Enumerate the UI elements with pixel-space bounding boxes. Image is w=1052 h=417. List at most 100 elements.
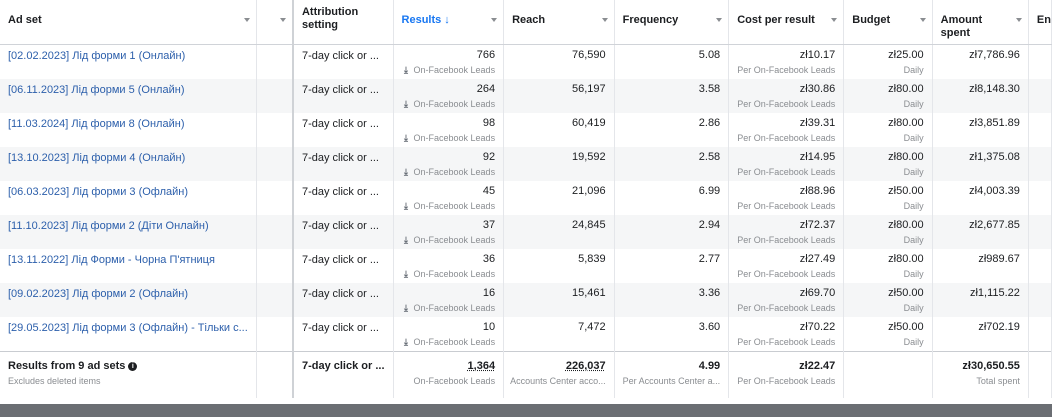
- attribution-cell: 7-day click or ...: [292, 215, 394, 249]
- ad-set-name-cell[interactable]: [11.10.2023] Лід форми 2 (Діти Онлайн): [0, 215, 257, 249]
- table-row[interactable]: [29.05.2023] Лід форми 3 (Офлайн) - Тіль…: [0, 317, 1052, 352]
- header-row: Ad set Attribution setting Results ↓ Rea…: [0, 0, 1052, 45]
- amount-spent-cell: zł989.67: [932, 249, 1029, 283]
- download-icon: ⤓: [404, 133, 408, 143]
- results-cell: 45 ⤓ On-Facebook Leads: [393, 181, 505, 215]
- frequency-cell: 6.99: [614, 181, 730, 215]
- ad-set-link[interactable]: [13.10.2023] Лід форми 4 (Онлайн): [8, 152, 186, 164]
- download-icon: ⤓: [404, 167, 408, 177]
- amount-spent-cell: zł3,851.89: [932, 113, 1029, 147]
- chevron-down-icon[interactable]: [601, 18, 608, 22]
- budget-cell[interactable]: zł80.00 Daily: [843, 249, 933, 283]
- column-header-blank[interactable]: [256, 0, 294, 45]
- budget-cell[interactable]: zł50.00 Daily: [843, 283, 933, 317]
- ad-set-name-cell[interactable]: [13.11.2022] Лід Форми - Чорна П'ятниця: [0, 249, 257, 283]
- totals-frequency: 4.99 Per Accounts Center a...: [614, 351, 730, 398]
- ad-set-name-cell[interactable]: [06.11.2023] Лід форми 5 (Онлайн): [0, 79, 257, 113]
- frequency-cell: 2.77: [614, 249, 730, 283]
- download-icon: ⤓: [404, 337, 408, 347]
- cost-per-result-cell: zł39.31 Per On-Facebook Leads: [728, 113, 845, 147]
- download-icon: ⤓: [404, 235, 408, 245]
- ad-set-name-cell[interactable]: [09.02.2023] Лід форми 2 (Офлайн): [0, 283, 257, 317]
- ad-set-name-cell[interactable]: [11.03.2024] Лід форми 8 (Онлайн): [0, 113, 257, 147]
- budget-cell[interactable]: zł80.00 Daily: [843, 113, 933, 147]
- budget-cell[interactable]: zł80.00 Daily: [843, 79, 933, 113]
- cost-per-result-cell: zł70.22 Per On-Facebook Leads: [728, 317, 845, 352]
- results-cell: 16 ⤓ On-Facebook Leads: [393, 283, 505, 317]
- chevron-down-icon[interactable]: [831, 18, 838, 22]
- ad-set-name-cell[interactable]: [02.02.2023] Лід форми 1 (Онлайн): [0, 44, 257, 79]
- amount-spent-cell: zł7,786.96: [932, 44, 1029, 79]
- budget-cell[interactable]: zł50.00 Daily: [843, 317, 933, 352]
- ad-set-name-cell[interactable]: [13.10.2023] Лід форми 4 (Онлайн): [0, 147, 257, 181]
- reach-cell: 21,096: [503, 181, 615, 215]
- results-cell: 98 ⤓ On-Facebook Leads: [393, 113, 505, 147]
- cost-per-result-cell: zł88.96 Per On-Facebook Leads: [728, 181, 845, 215]
- cost-per-result-cell: zł14.95 Per On-Facebook Leads: [728, 147, 845, 181]
- ad-set-link[interactable]: [06.11.2023] Лід форми 5 (Онлайн): [8, 84, 185, 96]
- budget-cell[interactable]: zł25.00 Daily: [843, 44, 933, 79]
- budget-cell[interactable]: zł50.00 Daily: [843, 181, 933, 215]
- amount-spent-cell: zł4,003.39: [932, 181, 1029, 215]
- results-cell: 766 ⤓ On-Facebook Leads: [393, 44, 505, 79]
- chevron-down-icon[interactable]: [279, 18, 286, 22]
- results-cell: 92 ⤓ On-Facebook Leads: [393, 147, 505, 181]
- totals-label-cell: Results from 9 ad sets i Excludes deleted…: [0, 351, 257, 398]
- reach-cell: 15,461: [503, 283, 615, 317]
- attribution-cell: 7-day click or ...: [292, 44, 394, 79]
- table-row[interactable]: [09.02.2023] Лід форми 2 (Офлайн) 7-day c…: [0, 283, 1052, 317]
- horizontal-scrollbar[interactable]: [0, 404, 1052, 417]
- table-row[interactable]: [06.11.2023] Лід форми 5 (Онлайн) 7-day c…: [0, 79, 1052, 113]
- ad-set-link[interactable]: [29.05.2023] Лід форми 3 (Офлайн) - Тіль…: [8, 322, 248, 334]
- table-row[interactable]: [06.03.2023] Лід форми 3 (Офлайн) 7-day c…: [0, 181, 1052, 215]
- reach-cell: 76,590: [503, 44, 615, 79]
- chevron-down-icon[interactable]: [1015, 18, 1022, 22]
- table-row[interactable]: [11.10.2023] Лід форми 2 (Діти Онлайн) 7-…: [0, 215, 1052, 249]
- frequency-cell: 2.86: [614, 113, 730, 147]
- column-header-cost-per-result[interactable]: Cost per result: [728, 0, 845, 45]
- totals-reach: 226,037 Accounts Center acco...: [503, 351, 615, 398]
- column-header-reach[interactable]: Reach: [503, 0, 615, 45]
- table-row[interactable]: [13.10.2023] Лід форми 4 (Онлайн) 7-day c…: [0, 147, 1052, 181]
- frequency-cell: 3.58: [614, 79, 730, 113]
- ad-set-link[interactable]: [13.11.2022] Лід Форми - Чорна П'ятниця: [8, 254, 215, 266]
- frequency-cell: 2.58: [614, 147, 730, 181]
- column-header-ad-set[interactable]: Ad set: [0, 0, 257, 45]
- table-row[interactable]: [02.02.2023] Лід форми 1 (Онлайн) 7-day c…: [0, 44, 1052, 79]
- amount-spent-cell: zł8,148.30: [932, 79, 1029, 113]
- column-header-results[interactable]: Results ↓: [393, 0, 505, 45]
- column-header-attribution[interactable]: Attribution setting: [292, 0, 394, 45]
- totals-amount-spent: zł30,650.55 Total spent: [932, 351, 1029, 398]
- ad-set-link[interactable]: [09.02.2023] Лід форми 2 (Офлайн): [8, 288, 189, 300]
- download-icon: ⤓: [404, 303, 408, 313]
- ad-set-link[interactable]: [11.10.2023] Лід форми 2 (Діти Онлайн): [8, 220, 209, 232]
- reach-cell: 24,845: [503, 215, 615, 249]
- results-cell: 10 ⤓ On-Facebook Leads: [393, 317, 505, 352]
- amount-spent-cell: zł1,115.22: [932, 283, 1029, 317]
- download-icon: ⤓: [404, 201, 408, 211]
- budget-cell[interactable]: zł80.00 Daily: [843, 215, 933, 249]
- chevron-down-icon[interactable]: [919, 18, 926, 22]
- column-header-ends[interactable]: En: [1028, 0, 1052, 45]
- reach-cell: 60,419: [503, 113, 615, 147]
- attribution-cell: 7-day click or ...: [292, 283, 394, 317]
- table-body: [02.02.2023] Лід форми 1 (Онлайн) 7-day c…: [0, 44, 1052, 352]
- ad-set-link[interactable]: [06.03.2023] Лід форми 3 (Офлайн): [8, 186, 189, 198]
- table-row[interactable]: [11.03.2024] Лід форми 8 (Онлайн) 7-day c…: [0, 113, 1052, 147]
- results-cell: 37 ⤓ On-Facebook Leads: [393, 215, 505, 249]
- attribution-cell: 7-day click or ...: [292, 147, 394, 181]
- column-header-amount-spent[interactable]: Amount spent: [932, 0, 1029, 45]
- chevron-down-icon[interactable]: [491, 18, 498, 22]
- ad-set-name-cell[interactable]: [29.05.2023] Лід форми 3 (Офлайн) - Тіль…: [0, 317, 257, 352]
- column-header-frequency[interactable]: Frequency: [614, 0, 730, 45]
- chevron-down-icon[interactable]: [716, 18, 723, 22]
- ad-set-link[interactable]: [11.03.2024] Лід форми 8 (Онлайн): [8, 118, 185, 130]
- frequency-cell: 2.94: [614, 215, 730, 249]
- info-icon[interactable]: i: [128, 361, 138, 371]
- chevron-down-icon[interactable]: [243, 18, 250, 22]
- column-header-budget[interactable]: Budget: [843, 0, 933, 45]
- table-row[interactable]: [13.11.2022] Лід Форми - Чорна П'ятниця 7…: [0, 249, 1052, 283]
- budget-cell[interactable]: zł80.00 Daily: [843, 147, 933, 181]
- ad-set-name-cell[interactable]: [06.03.2023] Лід форми 3 (Офлайн): [0, 181, 257, 215]
- ad-set-link[interactable]: [02.02.2023] Лід форми 1 (Онлайн): [8, 50, 186, 62]
